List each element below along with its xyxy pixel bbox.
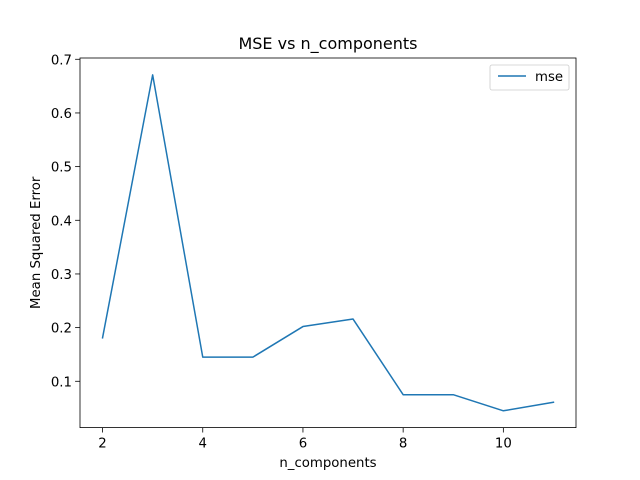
legend-box: [489, 64, 570, 91]
x-tick-label: 10: [495, 437, 512, 452]
y-axis-label: Mean Squared Error: [29, 176, 44, 309]
plot-area: [101, 74, 555, 412]
axis-ticks: 2 4 6 8 10 0.1 0.2 0.3 0.4 0.5 0.6 0.7: [51, 53, 512, 451]
legend-label-mse: mse: [535, 70, 563, 85]
y-tick-label: 0.7: [51, 53, 72, 68]
y-tick-label: 0.4: [51, 214, 72, 229]
y-tick-label: 0.5: [51, 161, 72, 176]
x-tick-label: 4: [199, 437, 207, 452]
axes-frame: [79, 57, 577, 429]
chart-title: MSE vs n_components: [238, 34, 417, 54]
x-tick-label: 6: [299, 437, 307, 452]
legend: mse: [489, 64, 570, 91]
y-tick-label: 0.3: [51, 268, 72, 283]
y-tick-label: 0.2: [51, 322, 72, 337]
x-tick-label: 2: [98, 437, 106, 452]
y-tick-label: 0.1: [51, 375, 72, 390]
x-axis-label: n_components: [279, 456, 376, 471]
series-line-mse: [101, 74, 555, 412]
y-tick-label: 0.6: [51, 107, 72, 122]
x-tick-label: 8: [399, 437, 407, 452]
